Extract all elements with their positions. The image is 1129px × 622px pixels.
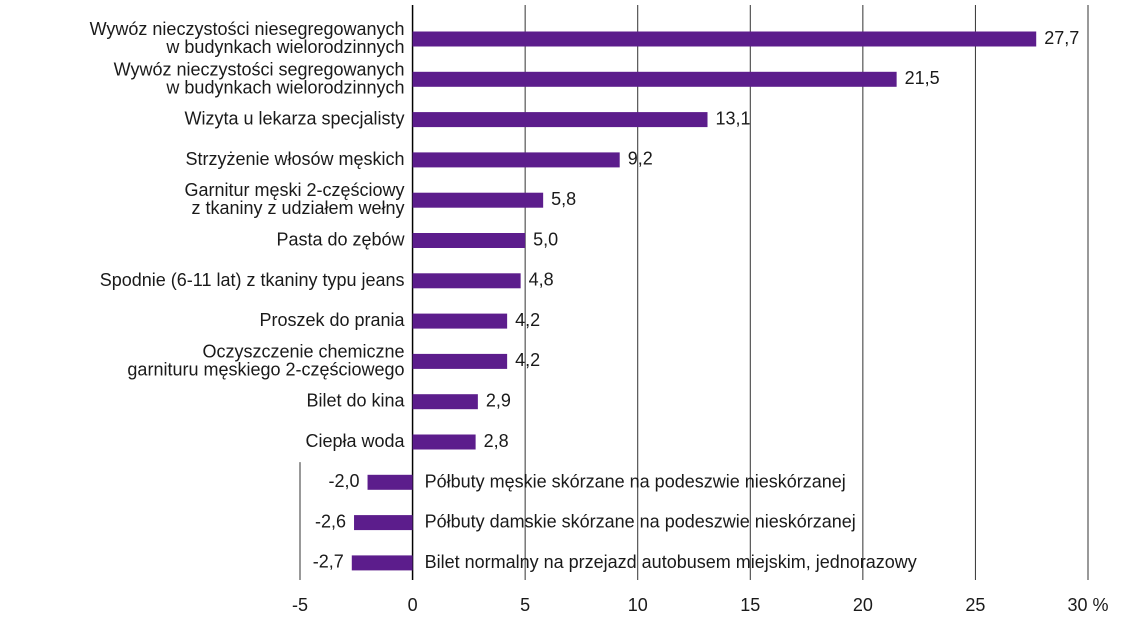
category-label: Spodnie (6-11 lat) z tkaniny typu jeans <box>100 270 405 290</box>
value-label: 21,5 <box>905 68 940 88</box>
value-label: 27,7 <box>1044 28 1079 48</box>
value-label: 2,9 <box>486 390 511 410</box>
value-label: 4,8 <box>529 270 554 290</box>
category-label: Oczyszczenie chemiczne garnituru męskiego… <box>127 341 404 379</box>
category-label: Wywóz nieczystości niesegregowanych w bud… <box>90 19 405 57</box>
category-label: Bilet normalny na przejazd autobusem mie… <box>425 552 917 572</box>
bar <box>354 515 413 531</box>
value-label: 9,2 <box>628 149 653 169</box>
bar <box>351 555 413 571</box>
value-label: 5,0 <box>533 229 558 249</box>
x-tick-label: 25 <box>965 595 985 615</box>
bar <box>412 31 1037 47</box>
category-label: Pasta do zębów <box>276 229 405 249</box>
bar <box>412 394 478 410</box>
bar <box>412 192 544 208</box>
category-label: Strzyżenie włosów męskich <box>185 149 404 169</box>
category-label: Proszek do prania <box>259 310 405 330</box>
bar <box>412 313 508 329</box>
value-label: 2,8 <box>484 431 509 451</box>
bar <box>412 112 708 128</box>
bar <box>412 273 521 289</box>
value-label: 13,1 <box>716 108 751 128</box>
value-label: -2,7 <box>313 552 344 572</box>
x-tick-label: 15 <box>740 595 760 615</box>
bar <box>412 434 476 450</box>
bar <box>412 233 526 248</box>
category-label: Garnitur męski 2-częściowy z tkaniny z ud… <box>185 180 405 218</box>
category-label: Półbuty męskie skórzane na podeszwie nie… <box>425 471 846 491</box>
value-label: -2,6 <box>315 511 346 531</box>
x-tick-label: 5 <box>520 595 530 615</box>
value-label: 5,8 <box>551 189 576 209</box>
bar <box>412 353 508 369</box>
category-label: Wizyta u lekarza specjalisty <box>184 108 404 128</box>
bar <box>412 152 620 168</box>
x-tick-label: 20 <box>853 595 873 615</box>
value-label: 4,2 <box>515 350 540 370</box>
value-label: -2,0 <box>329 471 360 491</box>
category-label: Wywóz nieczystości segregowanych w budynk… <box>114 59 405 97</box>
bar <box>367 474 413 490</box>
category-label: Półbuty damskie skórzane na podeszwie ni… <box>425 511 856 531</box>
value-label: 4,2 <box>515 310 540 330</box>
x-tick-label: -5 <box>292 595 308 615</box>
category-label: Ciepła woda <box>306 431 406 451</box>
x-tick-label: 10 <box>628 595 648 615</box>
x-tick-label: 30 % <box>1067 595 1108 615</box>
bar <box>412 71 897 87</box>
category-label: Bilet do kina <box>307 390 406 410</box>
x-tick-label: 0 <box>408 595 418 615</box>
